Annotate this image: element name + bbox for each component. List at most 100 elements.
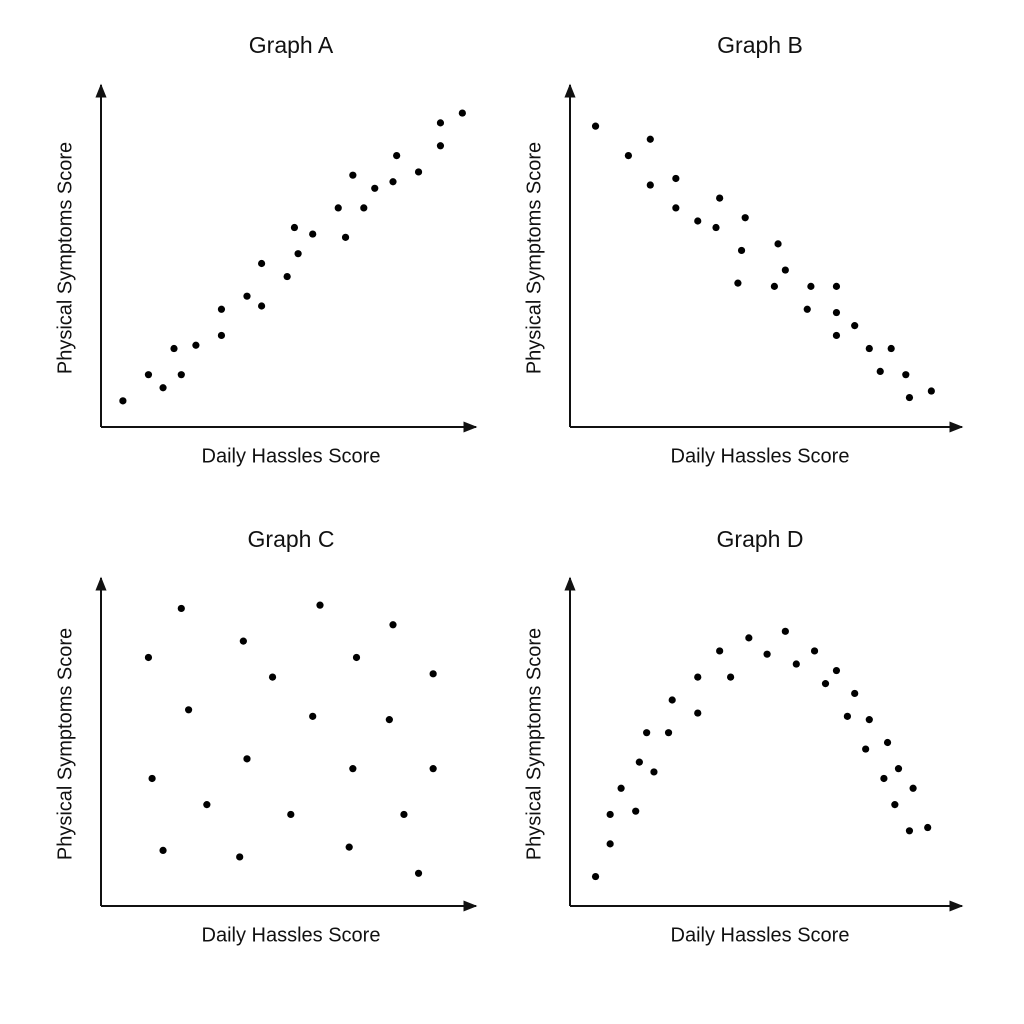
point [781, 627, 789, 635]
point [737, 246, 746, 255]
point [851, 322, 859, 330]
point [865, 344, 873, 353]
point [664, 729, 673, 737]
point [891, 801, 899, 809]
point [821, 680, 830, 688]
point [716, 194, 724, 202]
point [727, 673, 735, 681]
point [716, 647, 724, 655]
point [203, 801, 211, 809]
point [624, 151, 633, 160]
x-axis-label: Daily Hassles Score [202, 924, 381, 946]
x-axis-label: Daily Hassles Score [202, 445, 381, 467]
point [159, 384, 167, 392]
point [694, 673, 702, 681]
point [883, 738, 892, 747]
y-axis-label: Physical Symptoms Score [523, 628, 545, 860]
point [436, 142, 445, 150]
point [177, 371, 185, 379]
point [268, 673, 277, 681]
point [389, 178, 397, 186]
point [646, 181, 654, 189]
point [851, 689, 859, 698]
point [309, 712, 317, 720]
y-axis-label: Physical Symptoms Score [54, 628, 76, 860]
x-axis-label: Daily Hassles Score [671, 924, 850, 946]
point [774, 240, 782, 248]
point [349, 171, 357, 179]
point [876, 367, 884, 376]
point [781, 266, 789, 274]
point [352, 653, 361, 662]
point [591, 872, 600, 881]
point [371, 184, 379, 192]
point [694, 217, 702, 225]
point [360, 204, 368, 212]
point [763, 650, 771, 658]
point [832, 282, 841, 290]
point [632, 807, 640, 815]
point [887, 344, 895, 353]
point [672, 174, 680, 183]
point [393, 151, 401, 160]
point [591, 122, 600, 130]
point [144, 371, 153, 379]
point [385, 716, 393, 724]
point [217, 305, 226, 313]
point [635, 758, 643, 766]
point [159, 846, 167, 855]
point [400, 810, 408, 819]
point [694, 709, 702, 717]
point [807, 282, 815, 290]
point [902, 371, 910, 379]
point [414, 168, 423, 176]
point [810, 647, 819, 655]
x-axis-label: Daily Hassles Score [671, 445, 850, 467]
panel-title: Graph B [717, 32, 803, 58]
panel-title: Graph D [717, 526, 804, 552]
point [905, 827, 914, 835]
point [192, 341, 200, 349]
y-axis-label: Physical Symptoms Score [54, 142, 76, 374]
point [309, 230, 317, 238]
point [894, 765, 903, 773]
point [177, 604, 185, 613]
point [290, 223, 299, 232]
point [243, 755, 251, 763]
point [287, 810, 295, 819]
point [905, 393, 914, 402]
point [258, 259, 266, 268]
point [832, 331, 841, 340]
point [909, 784, 917, 792]
point [294, 250, 302, 258]
panel-title: Graph C [248, 526, 335, 552]
point [144, 653, 153, 662]
point [646, 135, 654, 143]
point [672, 204, 680, 212]
point [803, 305, 811, 313]
point [458, 109, 466, 117]
point [258, 302, 266, 310]
point [650, 768, 658, 776]
point [643, 729, 651, 737]
point [832, 308, 841, 317]
point [792, 660, 800, 668]
point [239, 637, 247, 645]
point [880, 774, 888, 783]
point [843, 712, 852, 720]
point [345, 843, 353, 851]
point [606, 840, 614, 848]
point [148, 774, 156, 783]
point [217, 331, 226, 340]
point [185, 706, 193, 714]
point [316, 601, 324, 609]
point [334, 204, 342, 212]
point [243, 292, 251, 300]
point [389, 621, 397, 629]
point [745, 634, 753, 642]
point [341, 233, 350, 241]
point [741, 214, 749, 222]
y-axis-label: Physical Symptoms Score [523, 142, 545, 374]
point [712, 223, 720, 232]
